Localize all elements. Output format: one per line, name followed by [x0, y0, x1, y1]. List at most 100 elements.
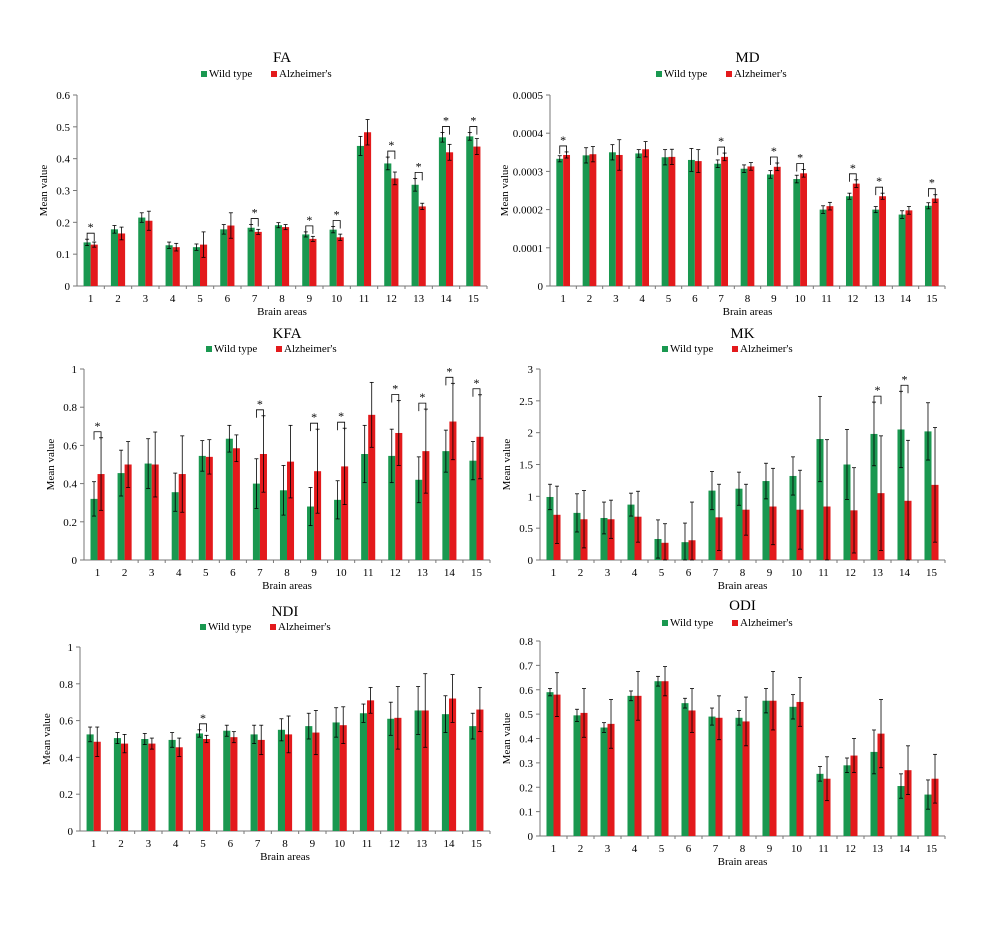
x-tick-label: 14	[441, 293, 453, 305]
legend-swatch-alzheimers	[732, 620, 738, 626]
x-tick-label: 10	[791, 567, 803, 579]
x-tick-label: 1	[560, 293, 566, 305]
bar-alzheimers-12	[394, 717, 402, 831]
y-tick-label: 0.4	[59, 752, 73, 764]
bar-alzheimers-8	[285, 734, 293, 831]
bar-wild-type-4	[171, 492, 179, 560]
y-tick-label: 0.8	[59, 679, 73, 691]
bar-alzheimers-6	[688, 710, 696, 836]
legend: Wild type Alzheimer's	[201, 68, 332, 80]
bar-wild-type-15	[469, 726, 477, 831]
x-tick-label: 3	[146, 838, 152, 850]
y-tick-label: 0.0003	[513, 166, 544, 178]
bar-wild-type-6	[687, 159, 695, 286]
legend-label-wild-type: Wild type	[664, 68, 707, 80]
legend: Wild type Alzheimer's	[662, 617, 793, 629]
bar-alzheimers-10	[341, 466, 349, 560]
bar-wild-type-9	[762, 700, 770, 836]
x-tick-label: 9	[767, 843, 773, 855]
x-axis-label: Brain areas	[723, 306, 773, 318]
bar-alzheimers-5	[205, 456, 213, 560]
bar-alzheimers-13	[421, 710, 429, 831]
bar-wild-type-2	[573, 715, 581, 836]
bar-wild-type-7	[708, 490, 716, 560]
x-tick-label: 1	[551, 843, 557, 855]
bar-alzheimers-6	[232, 448, 240, 560]
y-tick-label: 1	[72, 364, 78, 376]
bar-wild-type-1	[90, 498, 98, 560]
significance-bracket	[442, 126, 450, 135]
x-tick-label: 5	[666, 293, 672, 305]
bar-alzheimers-6	[694, 161, 702, 286]
significance-star: *	[875, 383, 881, 397]
bar-wild-type-1	[546, 692, 554, 836]
legend-label-wild-type: Wild type	[208, 621, 251, 633]
bar-alzheimers-1	[93, 741, 101, 831]
bar-wild-type-4	[627, 695, 635, 836]
significance-bracket	[770, 156, 778, 165]
bar-wild-type-2	[117, 473, 125, 560]
bar-wild-type-5	[661, 157, 669, 286]
x-tick-label: 4	[639, 293, 645, 305]
x-tick-label: 9	[311, 567, 317, 579]
y-tick-label: 0.6	[59, 716, 73, 728]
bar-alzheimers-1	[563, 154, 571, 286]
y-tick-label: 0	[538, 281, 544, 293]
bar-alzheimers-14	[905, 210, 913, 286]
x-tick-label: 5	[200, 838, 206, 850]
bar-alzheimers-14	[449, 698, 457, 831]
bar-wild-type-15	[924, 205, 932, 286]
x-tick-label: 4	[632, 567, 638, 579]
bar-wild-type-13	[415, 479, 423, 560]
bar-wild-type-11	[356, 145, 364, 286]
bar-wild-type-7	[708, 716, 716, 836]
bar-alzheimers-15	[931, 198, 939, 286]
x-tick-label: 15	[926, 567, 938, 579]
bar-alzheimers-2	[121, 743, 129, 831]
significance-bracket	[472, 388, 481, 397]
significance-star: *	[95, 419, 101, 433]
y-tick-label: 0.4	[63, 479, 77, 491]
bar-alzheimers-6	[227, 225, 235, 286]
significance-star: *	[311, 410, 317, 424]
bar-wild-type-3	[141, 739, 149, 831]
bar-alzheimers-3	[148, 743, 156, 831]
bar-alzheimers-2	[118, 233, 126, 286]
bar-wild-type-4	[168, 739, 176, 831]
significance-star: *	[470, 114, 476, 128]
bar-wild-type-14	[438, 137, 446, 286]
significance-bracket	[875, 186, 883, 196]
bar-alzheimers-11	[368, 414, 376, 560]
y-tick-label: 0.1	[519, 807, 533, 819]
significance-bracket	[305, 225, 314, 234]
bar-wild-type-10	[789, 475, 797, 560]
y-tick-label: 0.6	[519, 685, 533, 697]
bar-wild-type-8	[735, 717, 743, 836]
x-tick-label: 2	[115, 293, 121, 305]
bar-wild-type-6	[223, 730, 231, 831]
x-tick-label: 7	[713, 567, 719, 579]
x-tick-label: 8	[282, 838, 288, 850]
significance-bracket	[928, 188, 936, 197]
bar-wild-type-7	[714, 163, 722, 286]
bar-wild-type-11	[361, 453, 369, 560]
x-tick-label: 14	[900, 293, 912, 305]
y-tick-label: 0.0002	[513, 205, 543, 217]
bar-wild-type-6	[225, 438, 233, 560]
significance-bracket	[387, 150, 396, 160]
bar-alzheimers-5	[668, 156, 676, 286]
bar-alzheimers-10	[796, 701, 804, 836]
bar-wild-type-12	[387, 718, 395, 831]
bar-alzheimers-3	[145, 220, 153, 286]
x-tick-label: 5	[659, 843, 665, 855]
bar-wild-type-9	[766, 174, 774, 286]
significance-bracket	[250, 218, 259, 227]
y-tick-label: 0.0004	[513, 128, 544, 140]
bar-wild-type-11	[816, 773, 824, 836]
bar-wild-type-14	[441, 714, 449, 831]
bar-wild-type-5	[192, 247, 200, 286]
x-tick-label: 8	[745, 293, 751, 305]
bar-alzheimers-11	[367, 700, 375, 831]
bar-alzheimers-3	[607, 519, 615, 560]
bar-alzheimers-5	[203, 739, 211, 831]
